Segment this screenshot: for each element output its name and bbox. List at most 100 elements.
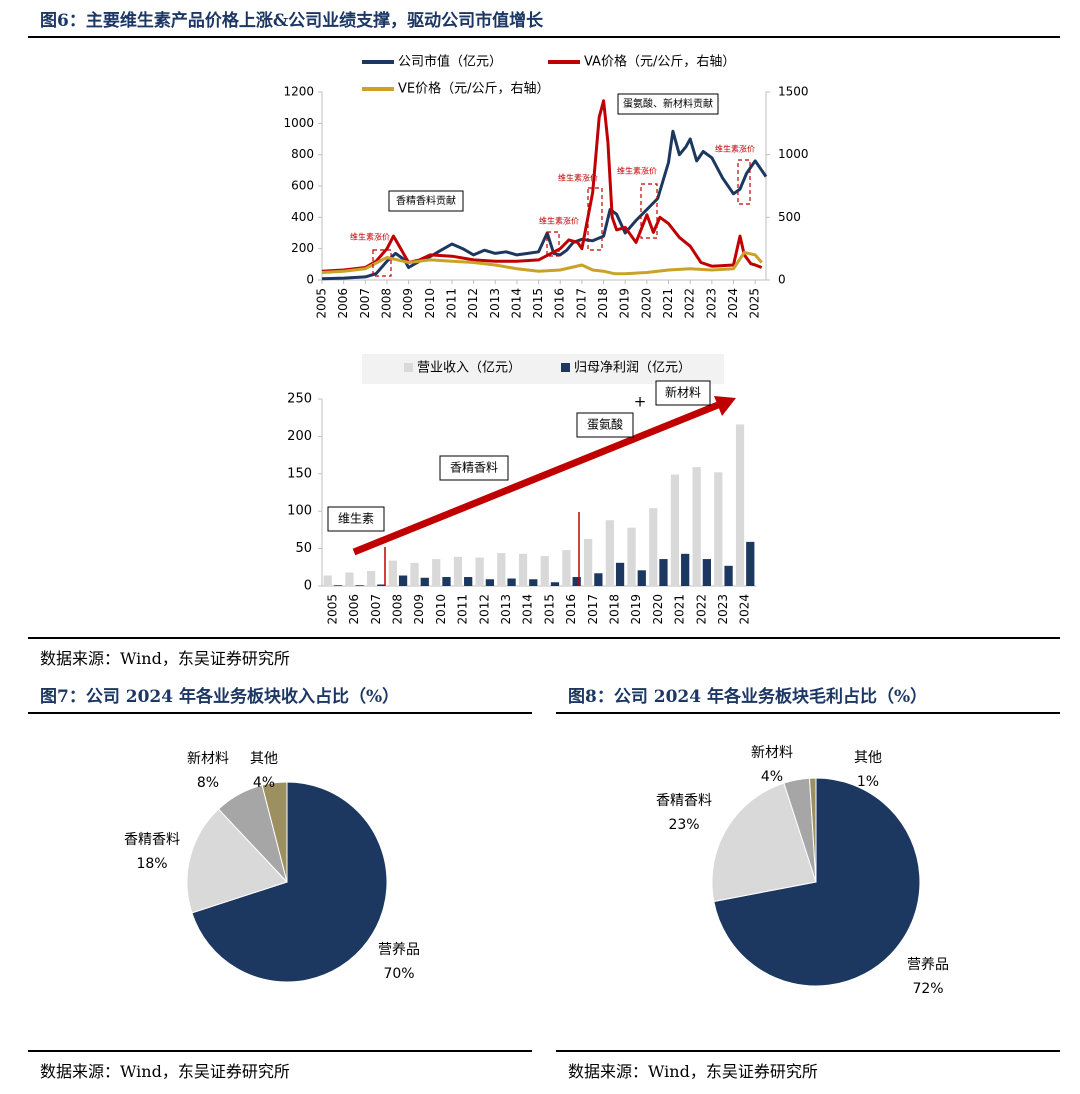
- bar-x-tick-label: 2018: [607, 594, 621, 625]
- fig8-pie-slice-value: 1%: [857, 774, 879, 790]
- fig8-pie-slice-label: 其他: [854, 750, 882, 766]
- line-x-tick-label: 2020: [639, 288, 653, 319]
- bar-revenue: [367, 571, 376, 586]
- plus-sign: +: [634, 393, 647, 411]
- line-right-tick-label: 0: [778, 273, 786, 287]
- bar-x-tick-label: 2016: [564, 594, 578, 625]
- bar-revenue: [562, 550, 571, 586]
- line-series-2: [321, 99, 763, 273]
- bar-y-tick-label: 50: [295, 541, 312, 556]
- bar-x-tick-label: 2011: [456, 594, 470, 625]
- fig8-pie-slice: [808, 777, 817, 883]
- bar-net-profit: [377, 584, 386, 586]
- bar-x-tick-label: 2010: [434, 594, 448, 625]
- fig7-pie-slice-value: 8%: [197, 775, 219, 791]
- bar-revenue: [518, 553, 528, 586]
- bar-revenue: [540, 556, 549, 586]
- line-x-tick-label: 2014: [509, 288, 523, 319]
- bar-net-profit: [572, 577, 581, 586]
- price-rise-label: 维生素涨价: [350, 232, 390, 242]
- growth-arrow: [352, 401, 720, 556]
- bar-revenue: [388, 560, 397, 586]
- fig7-pie-slice-label: 新材料: [187, 751, 229, 767]
- line-x-tick-label: 2025: [748, 288, 762, 319]
- bar-revenue: [605, 520, 614, 586]
- bar-legend-bg: [362, 354, 724, 384]
- fig6-bottom-rule: [28, 637, 1060, 639]
- line-left-tick-label: 800: [291, 147, 314, 161]
- fig8-pie-slice-value: 23%: [668, 817, 699, 833]
- bar-revenue: [497, 553, 506, 586]
- bar-y-tick-label: 100: [287, 504, 312, 519]
- bar-y-tick-label: 250: [287, 392, 312, 407]
- line-series-3: [321, 250, 763, 276]
- fig8-pie-slice: [713, 777, 921, 987]
- line-legend-label: VE价格（元/公斤，右轴）: [398, 81, 550, 97]
- fig8-pie-slice-value: 4%: [761, 769, 783, 785]
- line-x-tick-label: 2021: [661, 288, 675, 319]
- fig8-source: 数据来源：Wind，东吴证券研究所: [568, 1062, 818, 1081]
- line-left-tick-label: 600: [291, 179, 314, 193]
- line-legend-label: VA价格（元/公斤，右轴）: [584, 54, 735, 70]
- line-x-tick-label: 2016: [553, 288, 567, 319]
- price-rise-label: 维生素涨价: [539, 216, 579, 226]
- line-left-tick-label: 400: [291, 210, 314, 224]
- bar-annotation-box: [576, 412, 634, 438]
- bar-annotation-label: 香精香料: [450, 461, 498, 475]
- line-x-tick-label: 2006: [336, 288, 350, 319]
- bar-annotation-box: [327, 506, 385, 532]
- price-rise-label: 维生素涨价: [617, 166, 657, 176]
- line-left-tick-label: 1000: [283, 116, 314, 130]
- line-right-tick-label: 1500: [778, 85, 809, 99]
- bar-legend-swatch: [561, 363, 570, 372]
- bar-net-profit: [550, 582, 560, 586]
- bar-net-profit: [637, 570, 646, 586]
- bar-revenue: [410, 562, 419, 586]
- line-right-tick-label: 1000: [778, 147, 809, 161]
- fig8-pie-slice-value: 72%: [912, 981, 943, 997]
- bar-net-profit: [724, 565, 733, 586]
- price-rise-label: 维生素涨价: [715, 144, 755, 154]
- price-rise-label: 维生素涨价: [558, 173, 598, 183]
- line-left-tick-label: 1200: [283, 85, 314, 99]
- fig8-pie-slice: [711, 782, 817, 903]
- fig8-bottom-rule: [556, 1050, 1060, 1052]
- line-x-tick-label: 2005: [315, 288, 329, 319]
- fig7-pie-slice-value: 70%: [383, 966, 414, 982]
- line-x-tick-label: 2019: [618, 288, 632, 319]
- fig7-pie-slice-label: 香精香料: [124, 832, 180, 848]
- bar-revenue: [453, 556, 463, 586]
- growth-arrow-head: [714, 396, 736, 416]
- line-x-tick-label: 2023: [704, 288, 718, 319]
- bar-x-tick-label: 2019: [629, 594, 643, 625]
- bar-y-tick-label: 200: [287, 429, 312, 444]
- line-x-tick-label: 2024: [726, 288, 740, 319]
- annotation-box: [617, 93, 719, 115]
- fig8-pie-slice-label: 香精香料: [656, 793, 712, 809]
- bar-x-tick-label: 2008: [390, 594, 404, 625]
- annotation-label: 香精香料贡献: [396, 194, 456, 207]
- bar-net-profit: [507, 578, 516, 586]
- fig6-title-rule: [28, 36, 1060, 38]
- line-x-tick-label: 2017: [574, 288, 588, 319]
- fig7-pie-slice-label: 其他: [250, 751, 278, 767]
- bar-x-tick-label: 2014: [521, 594, 535, 625]
- bar-net-profit: [485, 579, 494, 586]
- bar-net-profit: [702, 559, 711, 586]
- bar-y-tick-label: 0: [304, 579, 312, 594]
- bar-annotation-label: 蛋氨酸: [587, 417, 623, 432]
- bar-revenue: [714, 472, 723, 586]
- bar-annotation-label: 维生素: [338, 512, 374, 526]
- line-left-tick-label: 0: [306, 273, 314, 287]
- line-right-tick-label: 500: [778, 210, 801, 224]
- bar-revenue: [323, 575, 332, 586]
- line-legend-label: 公司市值（亿元）: [398, 54, 502, 70]
- fig7-pie-slice: [261, 781, 288, 883]
- bar-revenue: [735, 424, 745, 586]
- annotation-label: 蛋氨酸、新材料贡献: [623, 97, 713, 110]
- line-left-tick-label: 200: [291, 241, 314, 255]
- bar-net-profit: [681, 553, 690, 586]
- line-x-tick-label: 2011: [444, 288, 458, 319]
- price-rise-box: [587, 187, 603, 251]
- fig7-source: 数据来源：Wind，东吴证券研究所: [40, 1062, 290, 1081]
